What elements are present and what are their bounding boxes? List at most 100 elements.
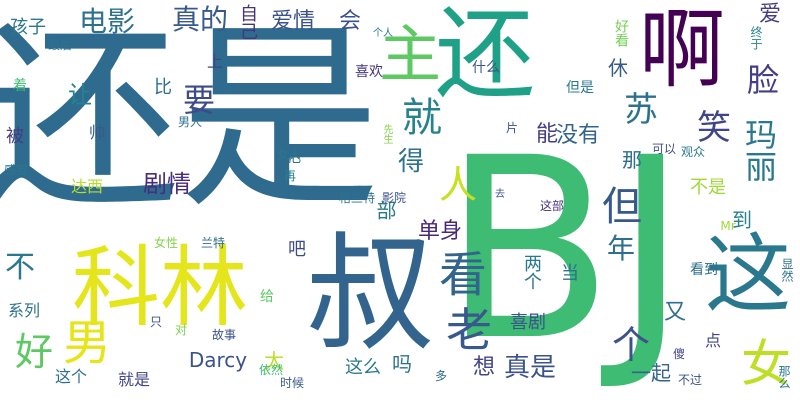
word-18: 脸 [746, 61, 780, 99]
word-57: 达西 [70, 177, 104, 196]
word-73: 男人 [177, 115, 203, 129]
word-97: 不过 [677, 373, 703, 387]
word-63: 部 [373, 200, 397, 220]
word-29: 没有 [555, 123, 601, 148]
word-34: 单身 [417, 219, 463, 244]
word-6: 啊 [639, 0, 725, 100]
word-59: 被 [6, 126, 24, 147]
word-91: 对 [174, 323, 188, 337]
word-41: 休 [608, 56, 628, 80]
word-46: 真是 [503, 353, 557, 383]
word-22: 真的 [171, 3, 229, 36]
word-55: 这个 [54, 367, 88, 386]
word-98: 那么 [777, 365, 791, 389]
word-71: 但是 [566, 80, 594, 96]
word-27: 得 [397, 147, 425, 177]
word-61: 两个 [521, 254, 542, 290]
word-54: 系列 [7, 301, 41, 320]
word-26: 要 [182, 81, 216, 119]
word-7: 主 [378, 18, 442, 91]
word-67: 最后 [47, 38, 73, 52]
word-76: 观众 [680, 145, 706, 159]
word-92: 故事 [211, 328, 237, 342]
word-80: 把 [287, 150, 301, 166]
word-83: 影院 [381, 191, 407, 205]
word-86: Mr [720, 219, 736, 233]
word-36: 剧情 [143, 170, 191, 198]
word-64: 爱 [758, 2, 782, 27]
word-33: 到 [732, 208, 752, 232]
word-45: 想 [472, 355, 496, 380]
word-39: 比 [154, 77, 172, 98]
word-56: 就是 [117, 370, 151, 389]
word-31: 但 [602, 184, 642, 230]
word-52: 喜剧 [510, 312, 546, 333]
word-89: 给 [260, 289, 274, 305]
word-81: 再 [283, 169, 297, 183]
word-10: 就 [402, 95, 442, 141]
word-95: 多 [434, 369, 448, 383]
word-82: 格兰特 [338, 191, 376, 205]
word-79: 女人 [276, 148, 302, 162]
word-20: 玛丽 [740, 118, 778, 182]
word-38: 让 [68, 81, 92, 109]
word-30: 那 [622, 148, 642, 172]
word-68: 个人 [373, 28, 393, 39]
word-49: 一起 [631, 361, 671, 385]
word-87: 女性 [153, 236, 179, 250]
word-66: 终于 [749, 26, 763, 50]
word-37: 孩子 [10, 17, 46, 38]
word-40: 上 [206, 52, 224, 71]
word-47: 吗 [392, 352, 412, 376]
word-28: 能 [535, 122, 559, 147]
word-9: 女 [733, 337, 791, 387]
word-3: 叔 [305, 220, 435, 369]
word-44: 吧 [288, 239, 306, 260]
word-24: 会 [338, 9, 362, 34]
word-16: 好 [14, 330, 54, 374]
word-50: 又 [663, 300, 687, 325]
word-13: 老 [446, 303, 492, 357]
word-25: 自己 [237, 4, 258, 40]
word-8: 这 [705, 225, 791, 325]
word-12: 看 [438, 247, 488, 303]
word-21: 电影 [78, 5, 136, 38]
word-94: 时候 [279, 376, 305, 390]
word-14: 个 [611, 323, 651, 367]
word-23: 爱情 [270, 9, 316, 34]
word-15: 男 [62, 315, 112, 371]
word-65: 好看 [613, 19, 629, 47]
word-85: 这部 [539, 199, 565, 213]
word-77: 可以 [651, 142, 677, 156]
word-32: 年 [606, 232, 636, 265]
word-11: 人 [438, 163, 478, 207]
word-90: 只 [149, 315, 163, 329]
word-74: 先生 [381, 124, 392, 144]
word-72: 着 [13, 78, 27, 94]
word-62: 当 [561, 263, 579, 284]
word-75: 片 [505, 121, 519, 135]
word-17: 笑 [697, 108, 731, 148]
word-2: BJ [442, 104, 688, 395]
word-99: 显然 [780, 258, 794, 282]
word-19: 苏 [624, 90, 658, 130]
word-48: 这么 [345, 357, 381, 378]
word-51: 点 [704, 331, 722, 350]
word-93: 依然 [258, 363, 284, 377]
word-58: 帅 [88, 123, 106, 142]
word-42: Darcy [188, 348, 248, 372]
word-43: 太 [264, 349, 284, 373]
word-60: 看到 [690, 262, 718, 278]
word-70: 什么 [472, 60, 500, 76]
word-84: 去 [495, 189, 505, 200]
word-35: 不是 [690, 177, 726, 198]
word-78: 感觉 [3, 163, 29, 177]
word-88: 兰特 [200, 236, 226, 250]
word-96: 傻 [672, 347, 686, 361]
word-53: 不 [5, 250, 35, 285]
word-4: 科林 [71, 236, 249, 339]
word-5: 还 [435, 0, 535, 113]
word-69: 喜欢 [355, 64, 383, 80]
word-1: 还是 [0, 3, 381, 236]
